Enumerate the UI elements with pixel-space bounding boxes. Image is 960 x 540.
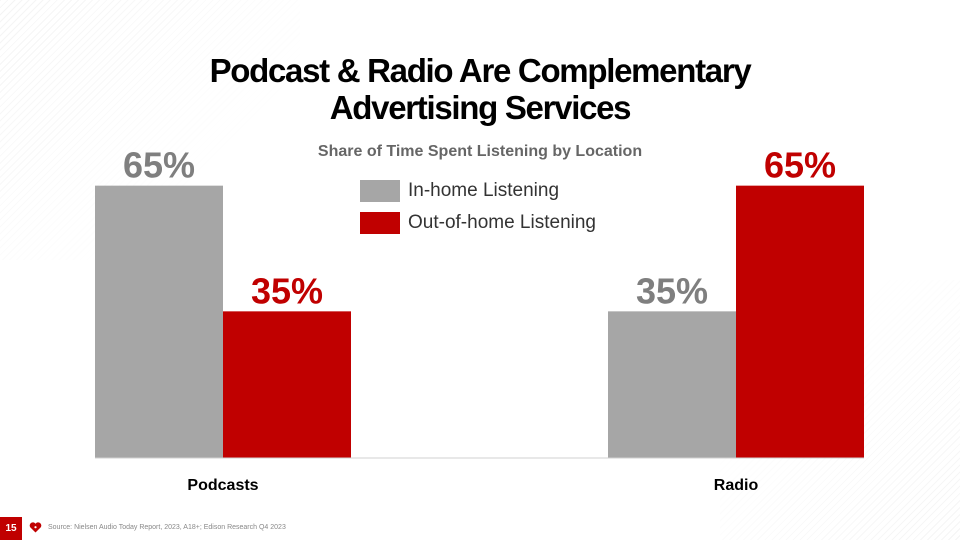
data-label-radio-in-home: 35% bbox=[636, 270, 708, 311]
data-label-radio-out-of-home: 65% bbox=[764, 145, 836, 186]
legend-swatch-out-of-home bbox=[360, 212, 400, 234]
source-note: Source: Nielsen Audio Today Report, 2023… bbox=[48, 524, 286, 531]
chart-legend: In-home Listening Out-of-home Listening bbox=[360, 180, 596, 244]
iheart-logo-icon bbox=[29, 522, 42, 533]
legend-item-out-of-home: Out-of-home Listening bbox=[360, 212, 596, 234]
bar-podcasts-in-home bbox=[95, 185, 223, 458]
legend-swatch-in-home bbox=[360, 180, 400, 202]
chart-title: Share of Time Spent Listening by Locatio… bbox=[317, 143, 643, 160]
legend-label-in-home: In-home Listening bbox=[408, 180, 560, 201]
bar-radio-in-home bbox=[608, 311, 736, 458]
data-label-podcasts-out-of-home: 35% bbox=[251, 270, 323, 311]
category-label-radio: Radio bbox=[714, 477, 759, 494]
legend-item-in-home: In-home Listening bbox=[360, 180, 596, 202]
page-number: 15 bbox=[0, 517, 22, 540]
slide-title-line-2: Advertising Services bbox=[329, 89, 632, 126]
bar-podcasts-out-of-home bbox=[223, 311, 351, 458]
data-label-podcasts-in-home: 65% bbox=[123, 145, 195, 186]
bar-radio-out-of-home bbox=[736, 185, 864, 458]
slide-title: Podcast & Radio Are Complementary Advert… bbox=[0, 52, 960, 126]
category-label-podcasts: Podcasts bbox=[187, 477, 258, 494]
legend-label-out-of-home: Out-of-home Listening bbox=[408, 212, 596, 233]
slide-title-line-1: Podcast & Radio Are Complementary bbox=[209, 52, 752, 89]
